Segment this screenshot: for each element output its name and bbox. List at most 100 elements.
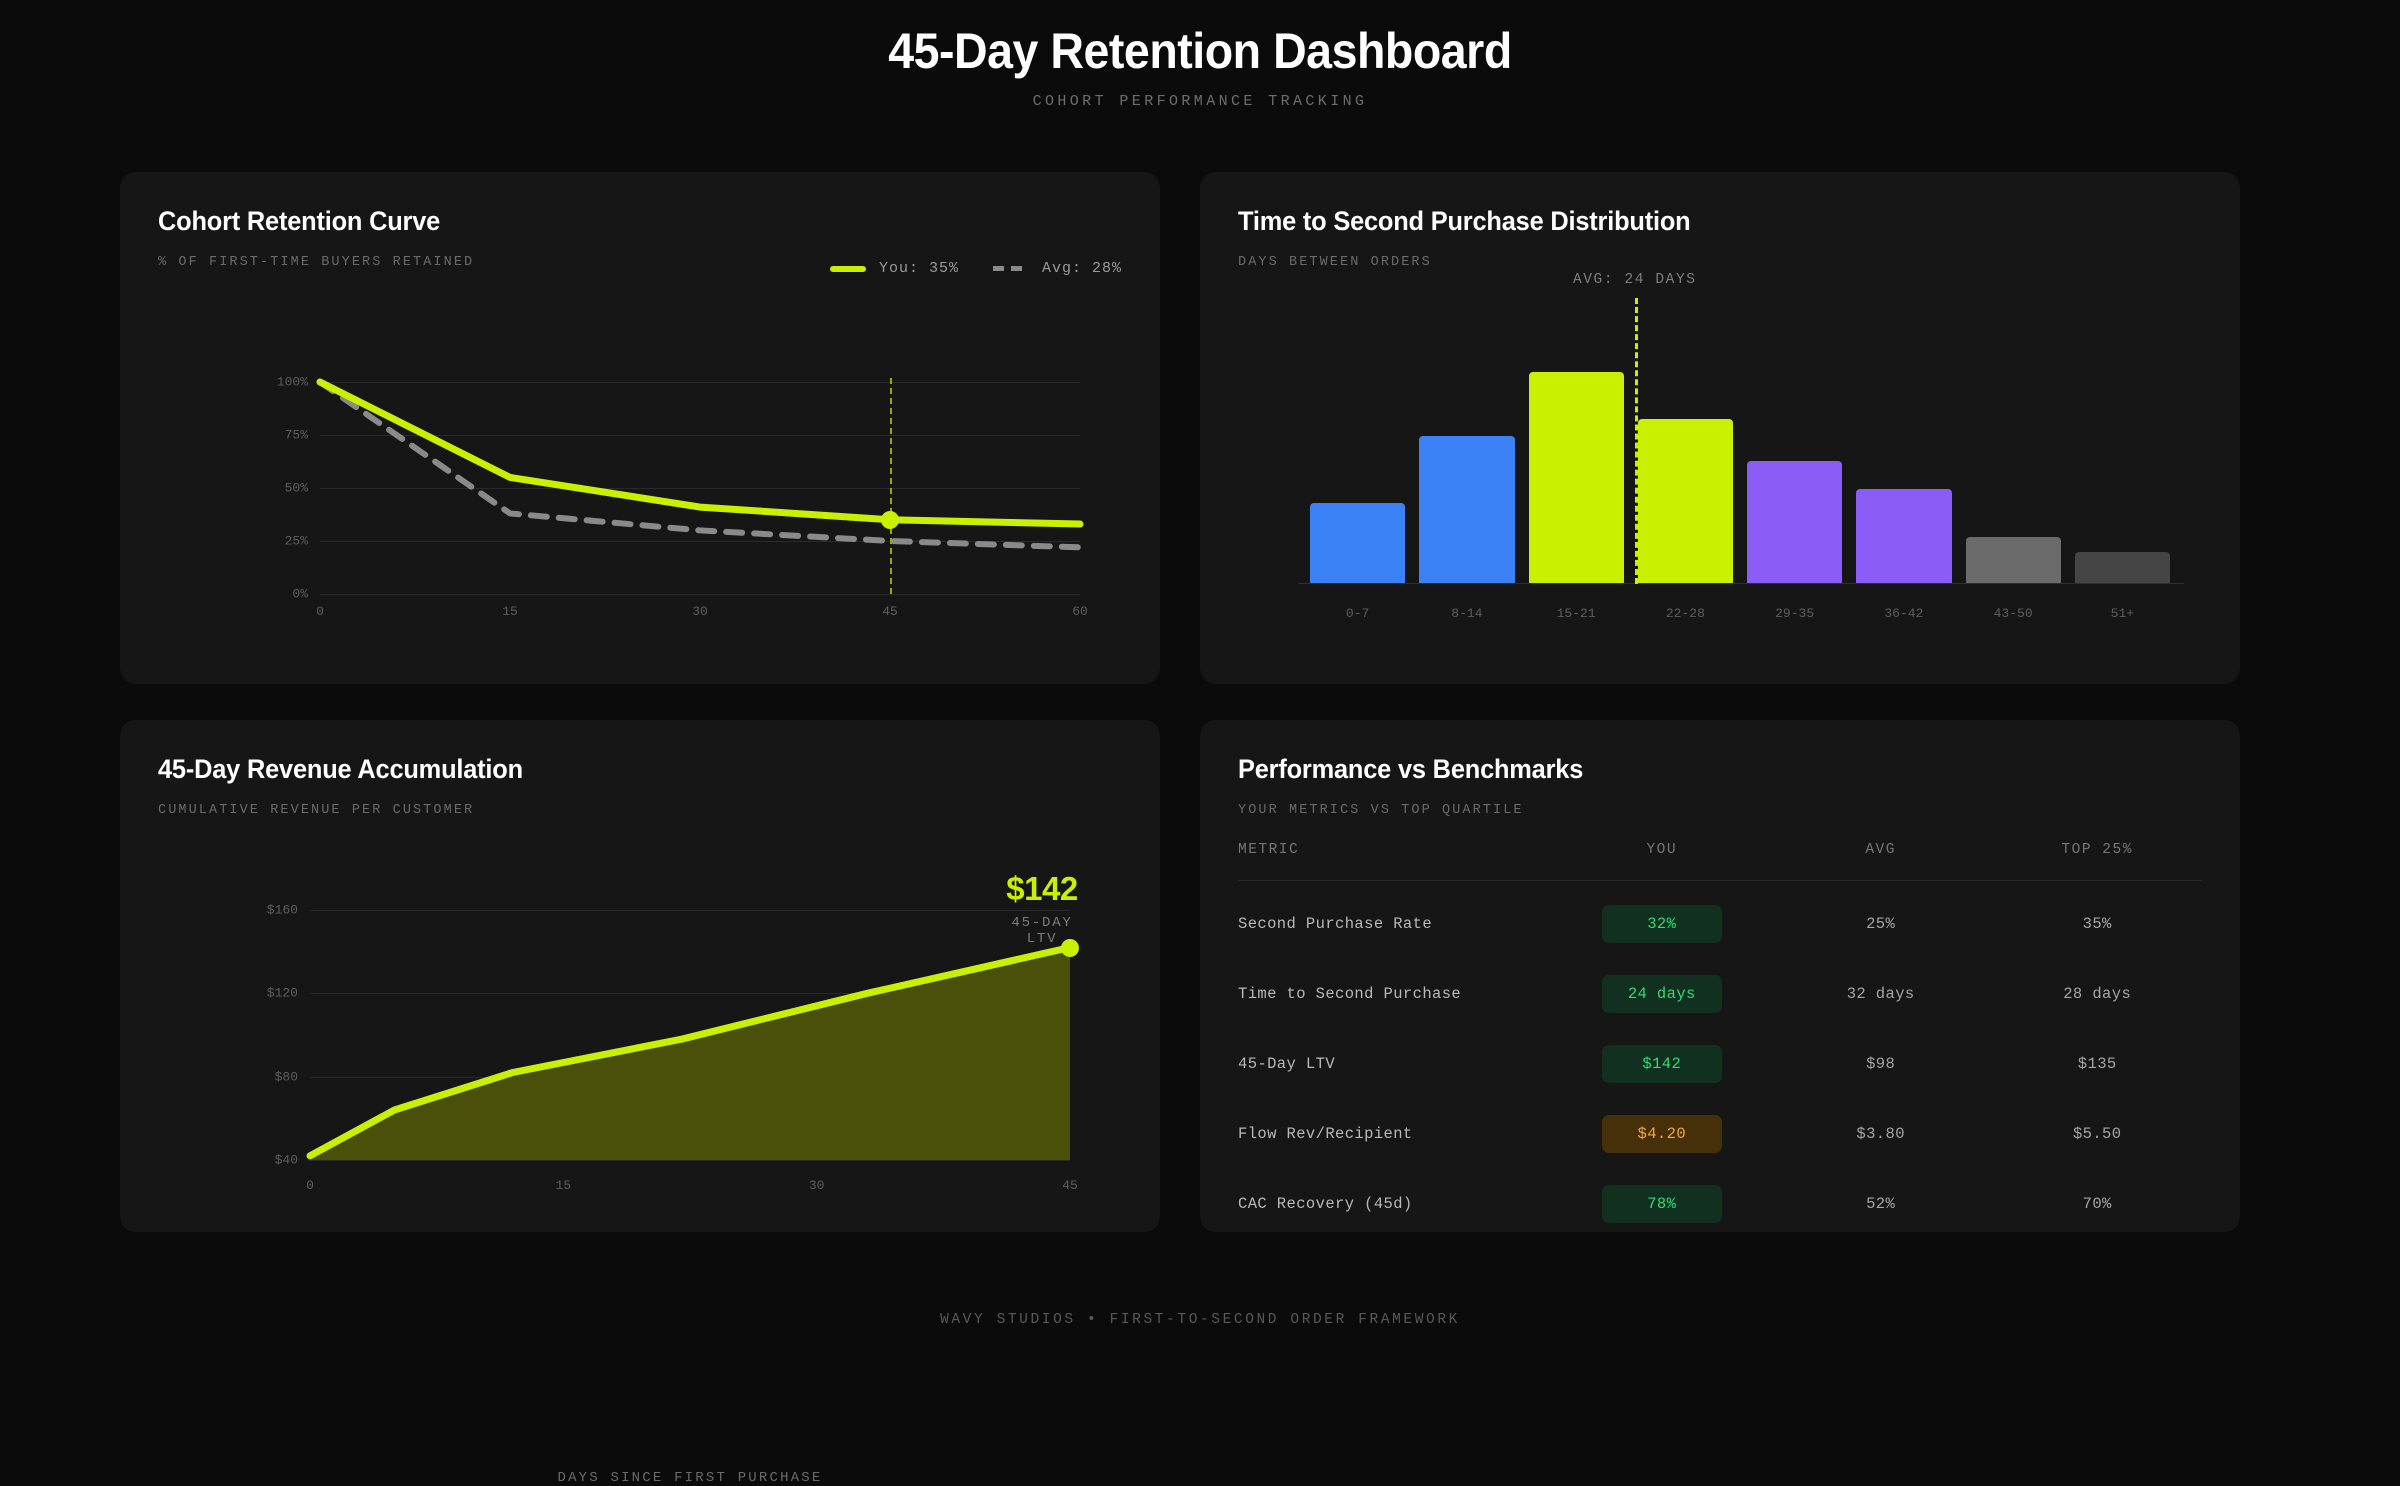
legend-label: Avg: 28%: [1041, 260, 1122, 277]
card-title: 45-Day Revenue Accumulation: [158, 754, 523, 784]
x-tick-label: 0: [316, 604, 324, 619]
gridline: [320, 382, 1080, 383]
bar-column[interactable]: [2074, 372, 2170, 584]
revenue-endpoint-dot: [1061, 938, 1079, 957]
x-tick-label: 0-7: [1345, 606, 1370, 621]
gridline: [320, 541, 1080, 542]
x-tick-label: 36-42: [1884, 606, 1924, 621]
table-row: 45-Day LTV $142 $98 $135: [1238, 1029, 2202, 1099]
cell-top: 35%: [2082, 915, 2112, 933]
distribution-avg-line: [1634, 298, 1638, 584]
card-subtitle: CUMULATIVE REVENUE PER CUSTOMER: [158, 803, 475, 818]
bar[interactable]: [1637, 418, 1733, 584]
y-tick-label: 100%: [276, 374, 308, 390]
cell-you: $4.20: [1555, 1115, 1769, 1153]
cell-you: 24 days: [1555, 975, 1769, 1013]
cell-top: 70%: [2082, 1195, 2112, 1213]
cell-metric: Time to Second Purchase: [1238, 985, 1462, 1003]
cell-top: $135: [2077, 1055, 2117, 1073]
x-tick-label: 30: [692, 604, 708, 619]
card-subtitle: YOUR METRICS VS TOP QUARTILE: [1238, 803, 1524, 818]
bar-column[interactable]: [1747, 372, 1843, 584]
x-tick-label: 29-35: [1775, 606, 1815, 621]
x-tick-label: 43-50: [1993, 606, 2033, 621]
bar-column[interactable]: [1856, 372, 1952, 584]
bar[interactable]: [1747, 461, 1843, 584]
cell-avg: $3.80: [1856, 1125, 1905, 1143]
retention-marker-vline: [890, 378, 892, 594]
gridline: [310, 1160, 1070, 1161]
cell-top: 28 days: [2063, 985, 2132, 1003]
y-tick-label: 25%: [284, 533, 308, 549]
dashboard-grid: Cohort Retention Curve % OF FIRST-TIME B…: [120, 172, 2280, 1486]
bar-column[interactable]: [1637, 372, 1733, 584]
x-tick-label: 8-14: [1451, 606, 1483, 621]
revenue-area-fill: [310, 947, 1070, 1160]
cell-top: $5.50: [2072, 1125, 2122, 1143]
legend-dashed-line-icon: [992, 266, 1029, 271]
table-row: CAC Recovery (45d) 78% 52% 70%: [1238, 1169, 2202, 1239]
y-tick-label: $40: [274, 1152, 298, 1168]
retention-line-you: [316, 378, 1084, 528]
cell-metric: CAC Recovery (45d): [1238, 1195, 1413, 1213]
card-time-to-second-purchase: Time to Second Purchase Distribution DAY…: [1200, 172, 2240, 684]
distribution-bars: [1310, 372, 2170, 584]
card-title: Time to Second Purchase Distribution: [1238, 206, 1691, 236]
cell-you: 78%: [1555, 1185, 1769, 1223]
revenue-plot: $142 45-DAY LTV $160 $120 $80 $40 0 15 30 45 D…: [267, 870, 1079, 1486]
status-badge: $4.20: [1601, 1115, 1722, 1153]
status-badge: 24 days: [1601, 975, 1722, 1013]
gridline: [320, 488, 1080, 489]
revenue-annotation: $142 45-DAY LTV: [1006, 870, 1078, 947]
cell-avg: 32 days: [1846, 985, 1915, 1003]
x-tick-label: 0: [306, 1178, 314, 1193]
bar-column[interactable]: [1528, 372, 1624, 584]
gridline: [310, 993, 1070, 995]
distribution-plot: AVG: 24 DAYS 0-7 8-14 15-21 22-28 29-35 36-42…: [1298, 272, 2184, 621]
bar-column[interactable]: [1965, 372, 2061, 584]
retention-plot: 0% 25% 50% 75% 100% 0 15 30 45 60: [277, 375, 1088, 620]
bar-column[interactable]: [1310, 372, 1406, 584]
retention-line-avg: [317, 379, 1083, 551]
x-tick-label: 45: [1062, 1178, 1078, 1193]
benchmarks-table-header: METRIC YOU AVG TOP 25%: [1238, 842, 2202, 880]
x-tick-label: 15: [555, 1178, 572, 1193]
x-tick-label: 30: [808, 1178, 825, 1193]
column-header-you: YOU: [1646, 842, 1678, 858]
table-row: Flow Rev/Recipient $4.20 $3.80 $5.50: [1238, 1099, 2202, 1169]
y-tick-label: 75%: [284, 427, 308, 443]
column-header-metric: METRIC: [1238, 842, 1300, 858]
bar[interactable]: [1310, 503, 1406, 584]
bar[interactable]: [1856, 488, 1952, 584]
card-title: Performance vs Benchmarks: [1238, 754, 1584, 784]
cell-you: $142: [1555, 1045, 1769, 1083]
revenue-annotation-label: 45-DAY LTV: [1011, 914, 1073, 947]
card-performance-benchmarks: Performance vs Benchmarks YOUR METRICS V…: [1200, 720, 2240, 1232]
dashboard-header: 45-Day Retention Dashboard COHORT PERFOR…: [0, 0, 2400, 110]
cell-you: 32%: [1555, 905, 1769, 943]
revenue-axis-title: DAYS SINCE FIRST PURCHASE: [557, 1470, 823, 1486]
bar[interactable]: [2074, 552, 2170, 584]
table-divider: [1238, 880, 2202, 881]
bar[interactable]: [1528, 372, 1624, 584]
distribution-baseline: [1298, 583, 2184, 584]
cell-avg: 25%: [1866, 915, 1896, 933]
gridline: [320, 594, 1080, 595]
benchmarks-table-body: Second Purchase Rate 32% 25% 35% Time to Sec…: [1238, 889, 2202, 1239]
x-tick-label: 51+: [2110, 606, 2135, 621]
y-tick-label: 0%: [292, 586, 308, 602]
bar[interactable]: [1965, 537, 2061, 584]
card-cohort-retention-curve: Cohort Retention Curve % OF FIRST-TIME B…: [120, 172, 1160, 684]
bar[interactable]: [1419, 435, 1515, 584]
gridline: [310, 910, 1070, 911]
card-revenue-accumulation: 45-Day Revenue Accumulation CUMULATIVE R…: [120, 720, 1160, 1486]
legend-item-avg: Avg: 28%: [992, 260, 1122, 277]
card-subtitle: % OF FIRST-TIME BUYERS RETAINED: [158, 255, 475, 270]
retention-marker-dot: [881, 510, 899, 529]
x-tick-label: 60: [1072, 604, 1088, 619]
status-badge: 78%: [1601, 1185, 1722, 1223]
gridline: [320, 435, 1080, 436]
column-header-avg: AVG: [1865, 842, 1896, 858]
bar-column[interactable]: [1419, 372, 1515, 584]
card-subtitle: DAYS BETWEEN ORDERS: [1238, 255, 1432, 270]
